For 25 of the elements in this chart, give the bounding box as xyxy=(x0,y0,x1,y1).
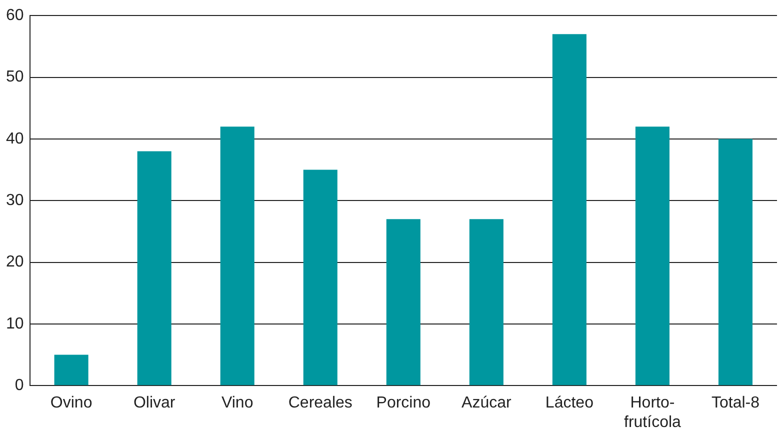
x-tick-label: Porcino xyxy=(376,394,431,412)
bar xyxy=(635,126,670,386)
bar xyxy=(220,126,254,386)
x-tick-label: Total-8 xyxy=(711,394,760,412)
x-tick-label: Vino xyxy=(221,394,254,412)
bar xyxy=(54,354,88,386)
y-tick-label: 20 xyxy=(6,254,24,271)
y-tick-label: 50 xyxy=(6,68,24,86)
x-tick-label: Olivar xyxy=(133,394,176,412)
y-tick-label: 30 xyxy=(6,192,24,210)
bar xyxy=(386,219,420,386)
y-tick-label: 60 xyxy=(6,7,24,24)
bar xyxy=(137,151,172,386)
x-tick-label: Horto- frutícola xyxy=(624,394,682,431)
x-tick-label: Ovino xyxy=(50,394,92,412)
x-tick-label: Azúcar xyxy=(462,394,512,412)
bar xyxy=(552,34,586,386)
y-tick-label: 0 xyxy=(14,377,24,394)
bar xyxy=(469,219,504,386)
x-tick-label: Cereales xyxy=(288,394,352,412)
bar xyxy=(303,170,338,386)
y-tick-label: 10 xyxy=(6,315,24,332)
y-tick-label: 40 xyxy=(6,130,24,148)
x-tick-label: Lácteo xyxy=(545,394,594,412)
bar xyxy=(718,138,753,386)
